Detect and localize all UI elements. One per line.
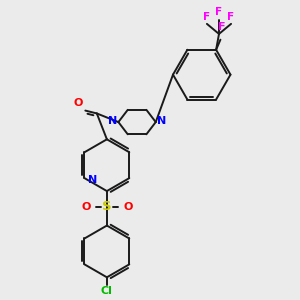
Text: F: F: [218, 22, 226, 32]
Text: N: N: [157, 116, 167, 126]
Text: O: O: [74, 98, 83, 108]
Text: Cl: Cl: [101, 286, 113, 296]
Text: N: N: [108, 116, 117, 126]
Text: O: O: [81, 202, 91, 212]
Text: F: F: [215, 7, 223, 17]
Text: O: O: [123, 202, 133, 212]
Text: F: F: [227, 12, 235, 22]
Text: F: F: [203, 12, 211, 22]
Text: N: N: [88, 175, 97, 184]
Text: S: S: [102, 200, 112, 213]
